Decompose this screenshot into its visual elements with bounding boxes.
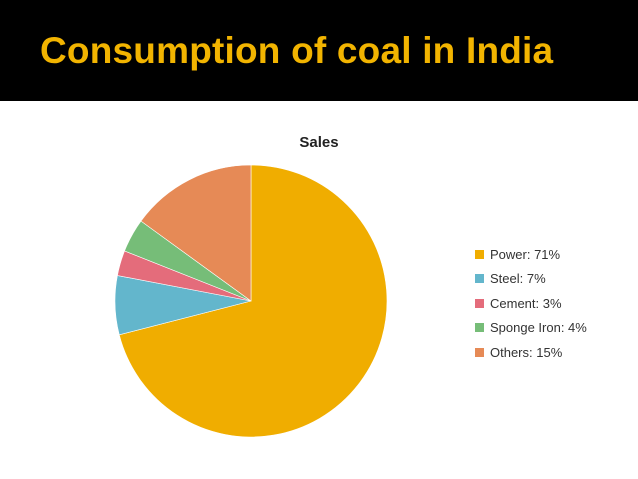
chart-legend: Power: 71% Steel: 7% Cement: 3% Sponge Iron… — [475, 242, 587, 365]
legend-swatch — [475, 249, 484, 259]
legend-label: Sponge Iron: 4% — [490, 320, 587, 336]
pie-slice-power — [118, 164, 388, 438]
legend-swatch — [475, 298, 484, 308]
legend-label: Others: 15% — [490, 344, 563, 360]
legend-swatch — [475, 323, 484, 333]
legend-item: Power: 71% — [475, 242, 587, 267]
legend-label: Cement: 3% — [490, 295, 562, 311]
legend-item: Sponge Iron: 4% — [475, 316, 587, 341]
legend-item: Steel: 7% — [475, 267, 587, 292]
chart-title: Sales — [299, 134, 339, 151]
legend-swatch — [475, 274, 484, 284]
legend-label: Power: 71% — [490, 246, 561, 262]
legend-item: Others: 15% — [475, 340, 587, 365]
legend-swatch — [475, 347, 484, 357]
legend-label: Steel: 7% — [490, 271, 546, 287]
slide-title: Consumption of coal in India — [40, 30, 554, 71]
pie-slice-others — [140, 164, 252, 302]
legend-item: Cement: 3% — [475, 291, 587, 316]
title-bar: Consumption of coal in India — [0, 0, 638, 101]
